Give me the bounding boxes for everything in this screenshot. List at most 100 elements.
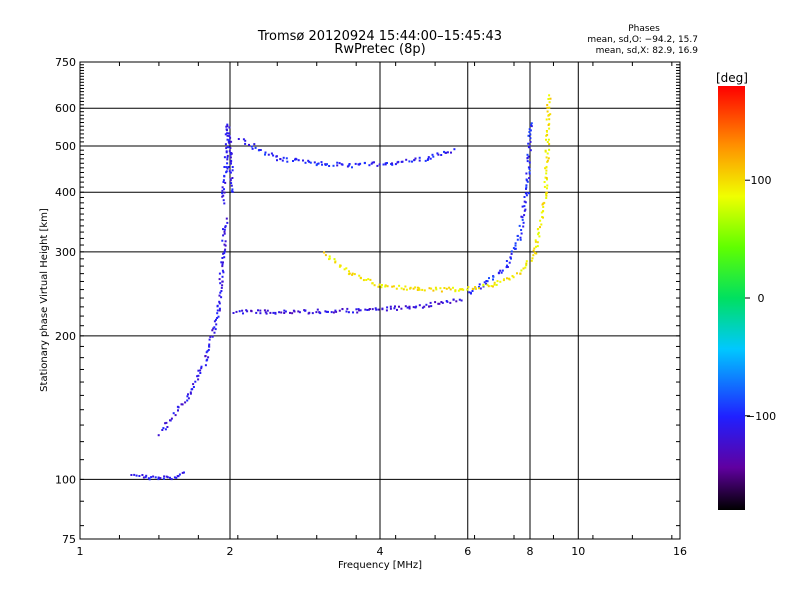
data-point — [315, 164, 318, 167]
data-point — [547, 98, 550, 100]
data-point — [523, 205, 526, 208]
data-point — [386, 285, 389, 288]
data-point — [391, 163, 394, 166]
data-point — [546, 130, 548, 133]
data-point — [495, 283, 498, 286]
data-point — [221, 280, 224, 283]
data-point — [359, 276, 362, 279]
data-point — [535, 245, 537, 248]
data-point — [528, 172, 531, 175]
data-point — [535, 252, 538, 255]
data-point — [220, 296, 223, 299]
data-point — [401, 160, 404, 163]
data-point — [353, 273, 356, 276]
data-point — [196, 375, 199, 378]
data-point — [205, 359, 208, 362]
data-point — [512, 276, 515, 279]
data-point — [467, 286, 470, 289]
data-point — [298, 311, 301, 314]
data-point — [543, 185, 546, 188]
data-point — [221, 284, 224, 287]
data-point — [223, 174, 226, 177]
data-point — [266, 309, 269, 312]
data-point — [449, 288, 452, 291]
data-point — [197, 369, 200, 372]
data-point — [221, 186, 224, 189]
data-point — [505, 260, 508, 262]
data-point — [492, 275, 495, 278]
grid-lines — [80, 62, 680, 539]
data-point — [225, 147, 228, 150]
data-point — [389, 307, 392, 310]
data-point — [319, 312, 322, 315]
x-tick-label: 2 — [227, 545, 234, 558]
data-point — [363, 162, 366, 165]
data-point — [170, 478, 173, 481]
data-point — [291, 312, 294, 315]
data-point — [430, 305, 433, 308]
data-point — [228, 139, 231, 142]
data-point — [371, 161, 374, 164]
data-point — [499, 280, 502, 283]
data-point — [222, 252, 225, 255]
data-point — [408, 307, 411, 310]
data-point — [336, 161, 339, 164]
data-point — [440, 290, 443, 293]
data-point — [545, 194, 548, 197]
colorbar-tick-label: 100 — [751, 174, 772, 187]
data-point — [161, 429, 164, 431]
data-point — [221, 263, 224, 266]
data-point — [270, 152, 273, 155]
data-point — [381, 307, 384, 310]
data-point — [406, 306, 409, 309]
data-point — [232, 312, 235, 314]
data-point — [346, 307, 349, 310]
data-point — [218, 300, 221, 303]
data-point — [222, 194, 225, 197]
data-point — [452, 298, 455, 301]
data-point — [520, 215, 523, 218]
data-point — [460, 299, 463, 302]
data-point — [133, 473, 136, 476]
data-point — [205, 351, 208, 354]
data-point — [211, 329, 214, 332]
data-point — [229, 179, 232, 182]
data-point — [248, 143, 250, 146]
data-point — [412, 306, 415, 309]
data-point — [427, 157, 430, 160]
data-point — [528, 128, 531, 131]
data-point — [130, 474, 133, 476]
data-point — [518, 224, 521, 227]
data-point — [377, 285, 380, 288]
y-tick-label: 75 — [62, 533, 76, 546]
data-point — [227, 146, 230, 149]
data-point — [166, 476, 169, 479]
data-point — [537, 233, 540, 236]
data-point — [530, 122, 533, 125]
data-point — [545, 118, 548, 121]
data-point — [523, 209, 526, 212]
data-point — [307, 159, 310, 162]
data-point — [214, 328, 217, 331]
data-point — [213, 331, 216, 334]
data-point — [200, 365, 203, 368]
data-point — [222, 271, 225, 274]
data-point — [200, 367, 203, 370]
data-point — [199, 369, 202, 372]
data-point — [181, 403, 184, 406]
data-point — [548, 148, 551, 151]
data-point — [529, 137, 532, 140]
data-point — [189, 391, 192, 394]
data-point — [545, 177, 548, 179]
data-point — [537, 231, 540, 234]
data-point — [396, 308, 398, 311]
data-point — [429, 157, 432, 160]
data-point — [396, 161, 399, 164]
data-point — [545, 172, 548, 175]
data-point — [218, 307, 221, 310]
data-point — [235, 310, 238, 313]
data-point — [343, 268, 346, 271]
data-point — [222, 179, 225, 182]
data-point — [482, 284, 485, 287]
x-axis-label: Frequency [MHz] — [338, 560, 422, 571]
